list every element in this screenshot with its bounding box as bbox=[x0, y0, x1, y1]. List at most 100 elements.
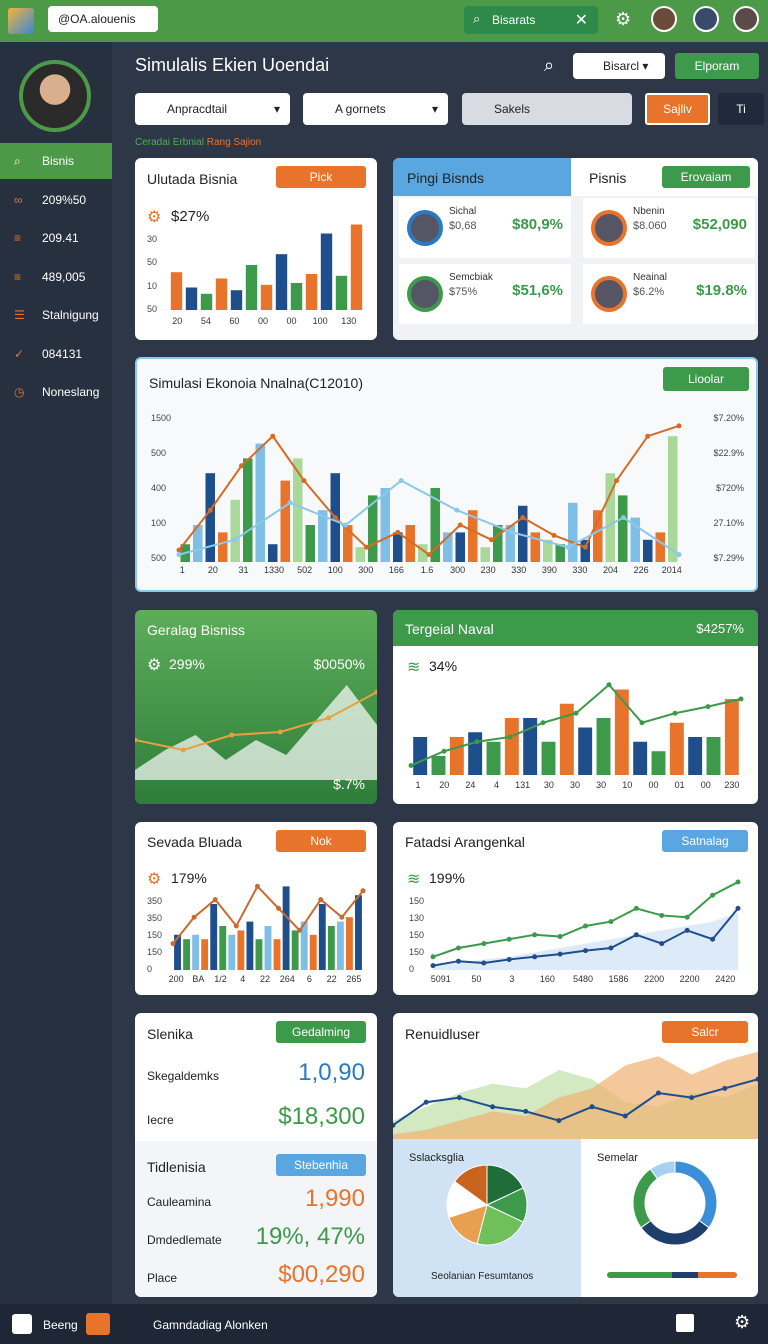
card-button[interactable]: Lioolar bbox=[663, 367, 749, 391]
point bbox=[135, 737, 138, 743]
point bbox=[277, 729, 283, 735]
sidebar-item[interactable]: ◷ Noneslang bbox=[0, 374, 112, 410]
card: Ulutada Bisnia Pick $27% ⚙ 30 50 10 50 20 54 6… bbox=[135, 158, 377, 340]
bar bbox=[219, 926, 227, 970]
axis-label: 54 bbox=[200, 316, 211, 326]
axis-label: 3 bbox=[509, 974, 515, 984]
slice bbox=[632, 1168, 659, 1229]
axis-label: 10 bbox=[622, 780, 633, 790]
card: Pingi Bisnds Pisnis Erovaiam Sichal $0,68… bbox=[393, 158, 758, 340]
point bbox=[393, 1122, 396, 1128]
bar bbox=[170, 272, 183, 310]
settings-icon[interactable]: ⚙ bbox=[734, 1312, 751, 1332]
bar bbox=[724, 699, 739, 775]
kpi-avatar bbox=[407, 276, 443, 312]
card-button[interactable]: Salcr bbox=[662, 1021, 748, 1043]
point bbox=[212, 897, 218, 903]
clear-icon[interactable]: ✕ bbox=[574, 12, 588, 29]
axis-label: 130 bbox=[409, 913, 425, 923]
axis-label: 150 bbox=[409, 930, 425, 940]
search-icon[interactable]: ⌕ bbox=[544, 55, 555, 75]
slice bbox=[674, 1160, 718, 1229]
point bbox=[606, 682, 612, 688]
slice bbox=[453, 1164, 488, 1206]
avatar[interactable] bbox=[733, 6, 759, 32]
point bbox=[229, 732, 235, 738]
row-value: 1,0,90 bbox=[298, 1059, 365, 1086]
settings-icon[interactable]: ⚙ bbox=[615, 9, 632, 29]
point bbox=[551, 532, 557, 538]
mail-icon[interactable] bbox=[86, 1313, 110, 1335]
card-button[interactable]: Erovaiam bbox=[662, 166, 750, 188]
axis-label: 150 bbox=[147, 947, 163, 957]
profile-avatar[interactable] bbox=[19, 60, 91, 132]
action-button[interactable]: Sajliv bbox=[645, 93, 710, 125]
point bbox=[722, 1085, 728, 1091]
axis-label: 2200 bbox=[679, 974, 700, 984]
point bbox=[540, 720, 546, 726]
axis-label: 20 bbox=[439, 780, 450, 790]
sidebar-item[interactable]: ∞ 209%50 bbox=[0, 182, 112, 218]
bar bbox=[228, 934, 236, 970]
bar bbox=[343, 525, 353, 562]
bar bbox=[651, 751, 666, 775]
sidebar-label: 209%50 bbox=[42, 192, 87, 207]
export-button[interactable]: Elporam bbox=[675, 53, 759, 79]
bar bbox=[443, 532, 453, 562]
icon[interactable] bbox=[676, 1314, 694, 1332]
kpi-value: $52,090 bbox=[692, 216, 747, 233]
slice bbox=[476, 1204, 524, 1246]
point bbox=[659, 912, 665, 918]
logo[interactable] bbox=[8, 8, 34, 34]
account-field[interactable]: @OA.alouenis bbox=[48, 6, 158, 32]
bar bbox=[218, 532, 228, 562]
bar bbox=[305, 274, 318, 310]
point bbox=[343, 522, 349, 528]
row-value: 19%, 47% bbox=[255, 1223, 365, 1250]
sidebar-label: Bisnis bbox=[42, 154, 75, 168]
sidebar-item[interactable]: ⌕ Bisnis bbox=[0, 143, 112, 179]
bar bbox=[523, 718, 538, 775]
dropdown[interactable]: Bisarcl ▾ bbox=[573, 53, 665, 79]
stat: $.7% bbox=[333, 776, 365, 792]
axis-label: 31 bbox=[238, 565, 249, 575]
sidebar-item[interactable]: ☰ Stalnigung bbox=[0, 297, 112, 333]
sidebar-item[interactable]: ≡ 489,005 bbox=[0, 259, 112, 295]
bottom-label: Beeng bbox=[43, 1318, 78, 1332]
select[interactable]: Anpracdtail ▾ bbox=[135, 93, 290, 125]
card-button[interactable]: Pick bbox=[276, 166, 366, 188]
avatar[interactable] bbox=[693, 6, 719, 32]
card-button[interactable]: Gedalming bbox=[276, 1021, 366, 1043]
settings-button[interactable]: Ti bbox=[718, 93, 764, 125]
avatar[interactable] bbox=[651, 6, 677, 32]
bar bbox=[336, 921, 344, 970]
search-field[interactable]: Bisarats ✕ ⌕ bbox=[464, 6, 598, 34]
sidebar-item[interactable]: ≡ 209.41 bbox=[0, 220, 112, 256]
card-title: Renuidluser bbox=[405, 1026, 480, 1042]
bar bbox=[318, 510, 328, 562]
card-button[interactable]: Nok bbox=[276, 830, 366, 852]
bar bbox=[255, 939, 263, 970]
card-button[interactable]: Stebenhia bbox=[276, 1154, 366, 1176]
select[interactable]: A gornets ▾ bbox=[303, 93, 448, 125]
checkbox[interactable]: Sakels bbox=[462, 93, 632, 125]
axis-label: 0 bbox=[147, 964, 153, 974]
axis-label: 1330 bbox=[264, 565, 285, 575]
axis-label: 150 bbox=[409, 947, 425, 957]
point bbox=[489, 537, 494, 543]
card: Renuidluser Salcr Sslacksglia Seolanian … bbox=[393, 1013, 758, 1297]
grid-icon[interactable] bbox=[12, 1314, 32, 1334]
card-button[interactable]: Satnalag bbox=[662, 830, 748, 852]
bar bbox=[215, 278, 228, 310]
sidebar-item[interactable]: ✓ 084131 bbox=[0, 336, 112, 372]
kpi-label: Sichal bbox=[449, 206, 477, 217]
pie-chart bbox=[446, 1164, 528, 1246]
kpi-sub: $75% bbox=[449, 286, 478, 298]
axis-label: 2200 bbox=[644, 974, 665, 984]
bar bbox=[580, 539, 590, 562]
bar bbox=[282, 886, 290, 970]
bottom-bar: Beeng Gamndadiag Alonken ⚙ bbox=[0, 1304, 768, 1344]
bar bbox=[413, 737, 428, 775]
caption: Ceradai Erbnial Rang Sajion bbox=[135, 137, 261, 148]
bar bbox=[183, 939, 191, 970]
